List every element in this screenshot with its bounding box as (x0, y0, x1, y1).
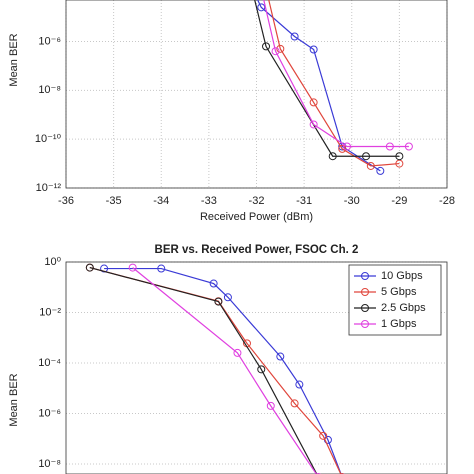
x-tick-label: -34 (153, 195, 169, 207)
x-tick-label: -33 (201, 195, 217, 207)
y-axis-label: Mean BER (8, 33, 20, 86)
x-tick-label: -30 (344, 195, 360, 207)
data-point (271, 47, 280, 56)
legend-marker (361, 288, 369, 296)
y-axis-label: Mean BER (8, 373, 20, 426)
x-tick-label: -31 (296, 195, 312, 207)
y-tick-label: 10⁰ (44, 256, 61, 268)
y-tick-label: 10⁻¹⁰ (35, 133, 62, 145)
plot-series (85, 263, 345, 474)
x-tick-label: -29 (391, 195, 407, 207)
legend-marker (361, 320, 369, 328)
data-point (309, 45, 318, 54)
plot-series (254, 0, 413, 175)
legend-label: 2.5 Gbps (381, 302, 426, 314)
data-point (362, 152, 371, 161)
data-point (342, 142, 351, 151)
data-point (85, 263, 94, 272)
y-tick-label: 10⁻⁶ (38, 407, 61, 419)
data-point (257, 365, 266, 374)
legend-label: 10 Gbps (381, 270, 423, 282)
data-point (290, 32, 299, 41)
legend-label: 1 Gbps (381, 318, 417, 330)
y-tick-label: 10⁻⁴ (38, 357, 61, 369)
y-tick-label: 10⁻² (39, 306, 61, 318)
x-tick-label: -36 (58, 195, 74, 207)
series-line (268, 0, 400, 167)
data-point (276, 352, 285, 361)
data-point (395, 152, 404, 161)
data-point (266, 401, 275, 410)
x-tick-label: -32 (249, 195, 265, 207)
data-point (276, 44, 285, 53)
x-tick-label: -35 (106, 195, 122, 207)
axes-frame (65, 0, 448, 189)
data-point (366, 161, 375, 170)
legend-label: 5 Gbps (381, 286, 417, 298)
data-point (209, 279, 218, 288)
data-point (385, 142, 394, 151)
x-axis-label: Received Power (dBm) (200, 211, 313, 223)
data-point (233, 348, 242, 357)
data-point (223, 293, 232, 302)
series-line (257, 0, 381, 172)
legend-marker (361, 304, 369, 312)
y-tick-label: 10⁻⁸ (38, 458, 61, 470)
data-point (404, 142, 413, 151)
data-point (376, 166, 385, 175)
data-point (214, 297, 223, 306)
data-point (319, 431, 328, 440)
data-point (257, 3, 266, 12)
data-point (295, 380, 304, 389)
data-point (338, 144, 347, 153)
y-tick-label: 10⁻⁶ (38, 35, 61, 47)
legend-box (348, 264, 442, 336)
data-point (128, 263, 137, 272)
axes-frame (65, 261, 448, 474)
data-point (157, 264, 166, 273)
legend-marker (361, 272, 369, 280)
x-tick-label: -28 (439, 195, 455, 207)
y-tick-label: 10⁻⁸ (38, 84, 61, 96)
y-tick-label: 10⁻¹² (36, 182, 62, 194)
data-point (309, 98, 318, 107)
data-point (100, 264, 109, 273)
series-line (104, 267, 342, 474)
chart-title: BER vs. Received Power, FSOC Ch. 2 (155, 244, 359, 256)
data-point (309, 120, 318, 129)
data-point (290, 399, 299, 408)
series-line (132, 267, 318, 474)
data-point (262, 42, 271, 51)
data-point (328, 152, 337, 161)
series-line (254, 0, 400, 157)
